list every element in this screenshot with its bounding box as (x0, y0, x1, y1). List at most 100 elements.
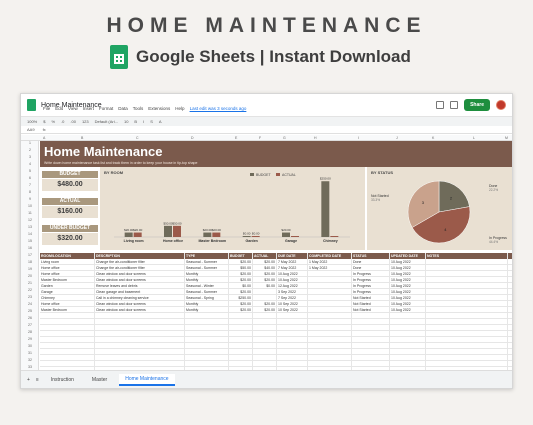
table-cell[interactable]: Garden (40, 283, 95, 288)
table-cell[interactable]: 10 Sep 2022 (277, 307, 308, 312)
table-cell[interactable]: Clean window and door screens (95, 307, 185, 312)
table-cell[interactable]: Remove leaves and debris (95, 283, 185, 288)
table-cell[interactable]: Change the air-conditioner filter (95, 259, 185, 264)
table-cell[interactable]: 10 Aug 2022 (390, 289, 426, 294)
table-cell[interactable] (185, 343, 229, 348)
column-header-cell[interactable]: DUE DATE (277, 253, 308, 259)
table-cell[interactable] (308, 361, 352, 366)
table-cell[interactable]: $20.00 (229, 259, 253, 264)
menu-item-edit[interactable]: Edit (55, 106, 64, 111)
row-header[interactable]: 12 (28, 218, 32, 222)
column-header[interactable]: E (235, 136, 238, 140)
table-cell[interactable]: Not Started (352, 307, 390, 312)
table-cell[interactable] (308, 325, 352, 330)
table-cell[interactable]: Monthly (185, 301, 229, 306)
column-header-cell[interactable]: STATUS (352, 253, 390, 259)
table-cell[interactable] (426, 283, 508, 288)
table-cell[interactable] (277, 337, 308, 342)
table-cell[interactable]: $0.00 (253, 283, 277, 288)
table-cell[interactable]: 10 Aug 2022 (390, 259, 426, 264)
table-cell[interactable] (253, 319, 277, 324)
row-header[interactable]: 6 (29, 176, 31, 180)
table-cell[interactable] (426, 343, 508, 348)
row-header[interactable]: 1 (29, 141, 31, 145)
sheet-tab[interactable]: Master (91, 376, 108, 383)
cell-reference[interactable]: AA9 (27, 127, 35, 132)
row-header[interactable]: 23 (28, 295, 32, 299)
menu-item-help[interactable]: Help (175, 106, 185, 111)
row-header[interactable]: 10 (28, 204, 32, 208)
column-header-cell[interactable]: ROOM/LOCATION (40, 253, 95, 259)
table-cell[interactable]: 1 May 2022 (308, 265, 352, 270)
table-cell[interactable] (352, 361, 390, 366)
row-header[interactable]: 14 (28, 232, 32, 236)
row-header[interactable]: 4 (29, 162, 31, 166)
table-cell[interactable] (352, 343, 390, 348)
table-cell[interactable] (308, 295, 352, 300)
row-header[interactable]: 19 (28, 267, 32, 271)
row-header[interactable]: 26 (28, 316, 32, 320)
table-cell[interactable] (253, 349, 277, 354)
toolbar-item[interactable]: 10 (123, 119, 129, 124)
column-header-cell[interactable]: BUDGET (229, 253, 253, 259)
table-cell[interactable]: In Progress (352, 289, 390, 294)
menu-item-data[interactable]: Data (118, 106, 128, 111)
table-cell[interactable]: Monthly (185, 277, 229, 282)
table-cell[interactable]: $0.00 (229, 283, 253, 288)
table-cell[interactable] (308, 301, 352, 306)
table-cell[interactable] (229, 367, 253, 372)
row-header[interactable]: 31 (28, 351, 32, 355)
table-cell[interactable] (390, 337, 426, 342)
table-cell[interactable]: $20.00 (253, 271, 277, 276)
table-cell[interactable] (426, 319, 508, 324)
table-cell[interactable] (352, 313, 390, 318)
table-cell[interactable] (308, 307, 352, 312)
table-cell[interactable]: $20.00 (253, 259, 277, 264)
column-header-cell[interactable]: ACTUAL (253, 253, 277, 259)
row-header[interactable]: 15 (28, 239, 32, 243)
table-cell[interactable] (308, 283, 352, 288)
table-cell[interactable]: 10 Aug 2022 (390, 295, 426, 300)
table-cell[interactable] (426, 271, 508, 276)
table-cell[interactable]: 10 Aug 2022 (390, 271, 426, 276)
column-header[interactable]: K (432, 136, 435, 140)
column-header[interactable]: D (191, 136, 194, 140)
table-cell[interactable]: Call in a chimney cleaning service (95, 295, 185, 300)
table-cell[interactable]: Living room (40, 259, 95, 264)
table-cell[interactable]: Seasonal - Winter (185, 283, 229, 288)
table-cell[interactable] (185, 313, 229, 318)
toolbar-item[interactable]: A (158, 119, 162, 124)
column-header[interactable]: G (283, 136, 286, 140)
table-cell[interactable] (40, 343, 95, 348)
table-cell[interactable] (308, 349, 352, 354)
table-cell[interactable] (426, 337, 508, 342)
table-cell[interactable] (308, 271, 352, 276)
table-cell[interactable]: Clean garage and basement (95, 289, 185, 294)
table-cell[interactable]: Not Started (352, 295, 390, 300)
table-cell[interactable] (390, 319, 426, 324)
table-cell[interactable] (185, 337, 229, 342)
row-header[interactable]: 24 (28, 302, 32, 306)
row-header[interactable]: 21 (28, 281, 32, 285)
column-header[interactable]: H (314, 136, 317, 140)
table-cell[interactable] (426, 301, 508, 306)
table-cell[interactable] (253, 367, 277, 372)
table-cell[interactable] (253, 295, 277, 300)
table-cell[interactable] (229, 349, 253, 354)
table-cell[interactable] (253, 289, 277, 294)
table-cell[interactable] (390, 349, 426, 354)
table-cell[interactable] (352, 331, 390, 336)
table-cell[interactable] (390, 355, 426, 360)
row-header[interactable]: 20 (28, 274, 32, 278)
table-cell[interactable] (185, 355, 229, 360)
column-header-cell[interactable]: TYPE (185, 253, 229, 259)
table-cell[interactable] (185, 367, 229, 372)
table-cell[interactable] (390, 325, 426, 330)
table-cell[interactable]: 10 Aug 2022 (277, 277, 308, 282)
toolbar-item[interactable]: % (51, 119, 56, 124)
table-cell[interactable] (40, 313, 95, 318)
table-cell[interactable] (229, 361, 253, 366)
table-cell[interactable] (352, 349, 390, 354)
avatar[interactable] (496, 100, 506, 110)
table-cell[interactable] (390, 313, 426, 318)
